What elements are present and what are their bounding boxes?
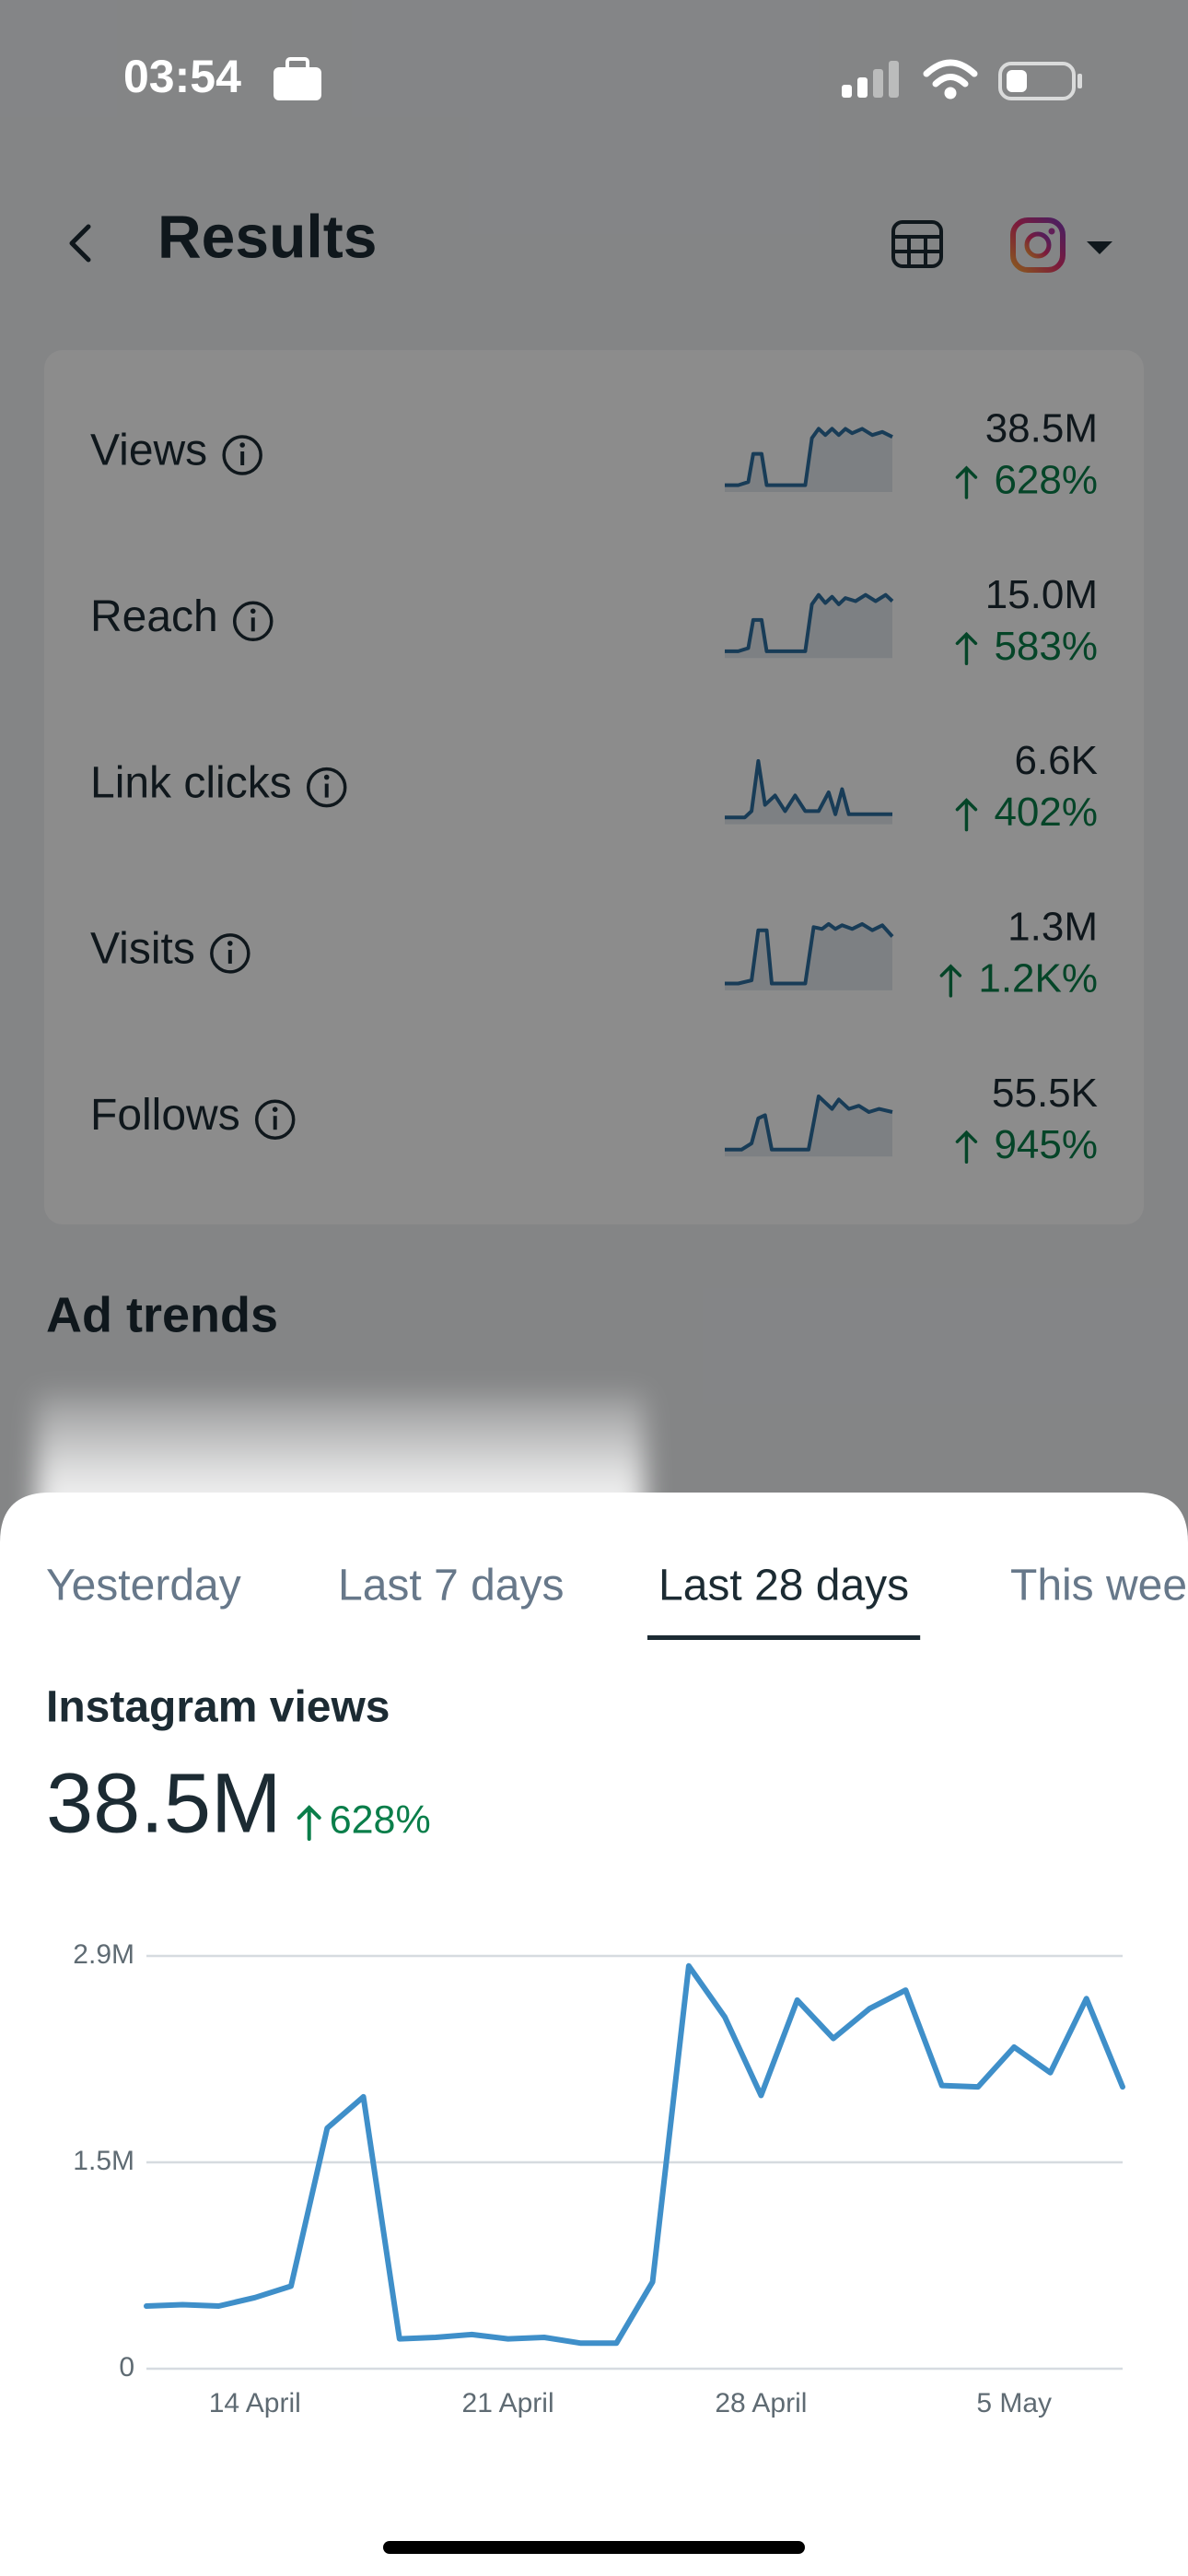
metric-change: 945% <box>994 1122 1098 1167</box>
sparkline-area <box>725 428 892 492</box>
instagram-account-switcher[interactable] <box>1010 217 1112 273</box>
info-dot <box>239 442 245 448</box>
metric-change: 402% <box>994 790 1098 835</box>
back-button[interactable] <box>69 224 91 263</box>
sparkline <box>725 427 893 487</box>
x-tick-label: 14 April <box>209 2388 301 2418</box>
results-card <box>44 350 1144 1224</box>
metric-value: 1.3M <box>1007 905 1098 950</box>
tab[interactable]: Last 28 days <box>658 1562 909 1610</box>
up-arrow <box>955 1130 978 1164</box>
bottom-sheet <box>0 1493 1188 2576</box>
page-title: Results <box>157 202 377 270</box>
sparkline-area <box>725 761 892 825</box>
tab[interactable]: Yesterday <box>46 1562 241 1610</box>
info-dot <box>272 1107 278 1112</box>
info-icon[interactable] <box>210 933 250 974</box>
chart-total: 38.5M <box>46 1756 282 1850</box>
up-arrow <box>939 964 962 998</box>
metric-row[interactable]: Follows 55.5K 945% <box>90 1071 1098 1167</box>
section-title: Ad trends <box>46 1287 278 1342</box>
x-tick-label: 21 April <box>462 2388 554 2418</box>
y-tick-label: 0 <box>119 2352 134 2383</box>
up-arrow <box>297 1805 321 1841</box>
briefcase-icon <box>274 57 321 100</box>
info-circle <box>254 1099 296 1140</box>
sparkline-area <box>725 1096 892 1157</box>
y-tick-label: 2.9M <box>73 1939 134 1970</box>
signal-icon <box>842 61 899 98</box>
metric-row[interactable]: Visits 1.3M 1.2K% <box>90 905 1098 1001</box>
info-icon[interactable] <box>222 435 262 475</box>
tab-underline <box>647 1635 921 1640</box>
x-tick-label: 5 May <box>976 2388 1052 2418</box>
sparkline <box>725 1095 893 1152</box>
info-circle <box>222 435 262 475</box>
info-circle <box>210 933 250 974</box>
table-button[interactable] <box>891 220 943 268</box>
dim-overlay <box>0 0 1188 1566</box>
y-tick-label: 1.5M <box>73 2146 134 2176</box>
info-dot <box>227 941 233 946</box>
info-icon[interactable] <box>233 601 274 642</box>
info-dot <box>323 774 330 780</box>
info-circle <box>233 601 274 642</box>
sparkline <box>725 592 894 653</box>
metric-change: 583% <box>994 624 1098 669</box>
metric-value: 6.6K <box>1014 738 1098 783</box>
sparkline-area <box>725 594 892 659</box>
info-dot <box>250 608 256 615</box>
metrics-list: Views 38.5M 628% Reach 15.0M 583% Link clicks 6… <box>90 406 1098 1167</box>
metric-value: 38.5M <box>985 406 1098 451</box>
home-indicator <box>383 2541 805 2554</box>
up-arrow <box>955 465 978 499</box>
date-range-tabs: Yesterday Last 7 days Last 28 days This wee… <box>46 1562 1188 1640</box>
metric-label: Follows <box>90 1091 240 1140</box>
sparkline <box>725 759 892 820</box>
tab[interactable]: Last 7 days <box>338 1562 564 1610</box>
metric-label: Views <box>90 427 207 475</box>
metric-row[interactable]: Reach 15.0M 583% <box>90 572 1098 669</box>
views-line <box>144 1962 1125 2347</box>
battery-icon <box>998 62 1082 100</box>
metric-value: 55.5K <box>992 1071 1098 1116</box>
metric-row[interactable]: Views 38.5M 628% <box>90 406 1098 503</box>
info-circle <box>306 767 347 808</box>
results-screen: Results Views 38.5M 628% Reach 15.0M 583% Link… <box>44 202 1144 1342</box>
info-icon[interactable] <box>254 1099 296 1140</box>
up-arrow <box>955 798 978 832</box>
metric-label: Link clicks <box>90 758 292 807</box>
metric-row[interactable]: Link clicks 6.6K 402% <box>90 738 1098 835</box>
clock: 03:54 <box>123 51 241 102</box>
chart-title: Instagram views <box>46 1683 390 1732</box>
tab[interactable]: This week <box>1010 1562 1188 1610</box>
info-icon[interactable] <box>306 767 347 808</box>
status-bar: 03:54 <box>123 51 1082 102</box>
chart-change: 628% <box>330 1797 431 1842</box>
line-chart: 0 1.5M 2.9M 14 April 21 April 28 April 5 May <box>73 1939 1125 2418</box>
x-tick-label: 28 April <box>715 2388 807 2418</box>
metric-change: 1.2K% <box>978 956 1098 1001</box>
metric-label: Visits <box>90 925 195 974</box>
metric-change: 628% <box>994 458 1098 503</box>
sparkline <box>725 921 894 986</box>
metric-value: 15.0M <box>985 572 1098 617</box>
metric-label: Reach <box>90 592 218 641</box>
up-arrow <box>955 631 978 666</box>
wifi-icon <box>923 59 978 100</box>
